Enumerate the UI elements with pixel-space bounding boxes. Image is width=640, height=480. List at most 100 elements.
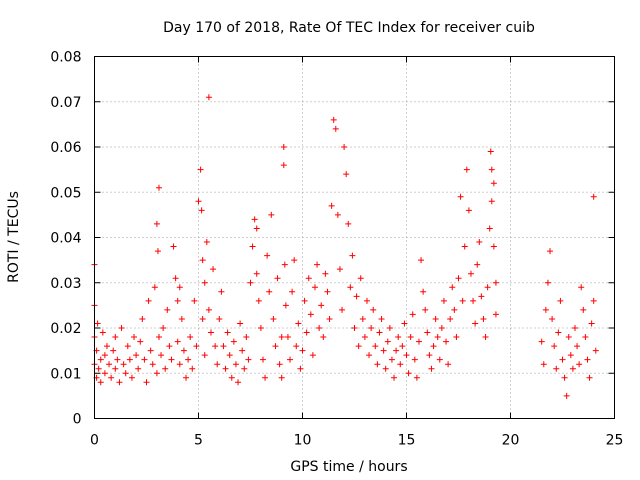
data-point [588,320,595,327]
data-point [191,297,198,304]
data-point [198,207,205,214]
data-point [407,334,414,341]
data-point [482,334,489,341]
data-point [413,374,420,381]
data-point [176,361,183,368]
data-point [280,162,287,169]
data-point [158,352,165,359]
data-point [326,315,333,322]
data-point [166,343,173,350]
y-tick-labels: 0 0.01 0.02 0.03 0.04 0.05 0.06 0.07 0.08 [50,50,81,428]
data-point [382,365,389,372]
y-tick-label: 0.07 [50,95,81,111]
data-point [99,329,106,336]
data-point [214,361,221,368]
data-point [226,352,233,359]
data-point [180,347,187,354]
data-point [555,329,562,336]
data-point [474,261,481,268]
x-tick-label: 10 [294,433,312,449]
data-point [259,356,266,363]
data-point [330,116,337,123]
data-point [393,347,400,354]
data-point [590,193,597,200]
data-point [590,297,597,304]
data-point [453,334,460,341]
data-point [281,261,288,268]
data-point [280,144,287,150]
data-point [120,361,127,368]
data-point [355,343,362,350]
data-point [193,343,200,350]
data-point [359,315,366,322]
data-point [155,184,162,191]
data-point [455,275,462,282]
data-point [397,361,404,368]
data-point [465,207,472,214]
data-point [95,365,102,372]
data-point [282,302,289,309]
data-point [243,334,250,341]
data-point [205,94,212,101]
data-point [426,352,433,359]
data-point [553,365,560,372]
data-point [372,343,379,350]
data-point [253,225,260,232]
data-point [264,252,271,259]
data-point [118,325,125,331]
data-points [91,94,599,399]
data-point [336,266,343,273]
data-point [322,270,329,277]
data-point [436,356,443,363]
data-point [108,374,115,381]
data-point [266,288,273,295]
data-point [268,211,275,218]
data-point [251,216,258,223]
data-point [309,352,316,359]
data-point [284,334,291,341]
data-point [388,356,395,363]
data-point [542,306,549,313]
data-point [484,284,491,291]
data-point [324,288,331,295]
data-point [357,275,364,282]
data-point [237,320,244,327]
data-point [478,293,485,300]
data-point [97,379,104,386]
data-point [578,284,585,291]
data-point [428,365,435,372]
data-point [467,270,474,277]
data-point [205,306,212,313]
data-point [569,365,576,372]
y-tick-label: 0.01 [50,366,81,382]
data-point [114,356,121,363]
data-point [287,356,294,363]
data-point [440,297,447,304]
data-point [116,379,123,386]
data-point [559,356,566,363]
data-point [472,320,479,327]
grid-lines [94,56,615,419]
data-point [212,343,219,350]
data-point [422,306,429,313]
x-tick-label: 25 [606,433,624,449]
data-point [94,320,101,327]
data-point [172,275,179,282]
data-point [295,320,302,327]
data-point [438,325,445,331]
data-point [488,166,495,173]
data-point [380,347,387,354]
data-point [376,329,383,336]
data-point [301,297,308,304]
data-point [187,334,194,341]
data-point [374,361,381,368]
data-point [424,329,431,336]
data-point [351,325,358,331]
data-point [133,352,140,359]
data-point [370,306,377,313]
data-point [328,202,335,209]
data-point [459,297,466,304]
data-point [551,343,558,350]
data-point [443,338,450,345]
data-point [103,343,110,350]
